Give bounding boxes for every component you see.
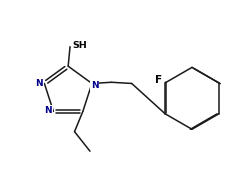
Text: SH: SH [72,41,87,50]
Text: F: F [154,75,162,86]
Text: N: N [44,106,52,115]
Text: N: N [35,79,43,88]
Text: N: N [91,81,98,90]
